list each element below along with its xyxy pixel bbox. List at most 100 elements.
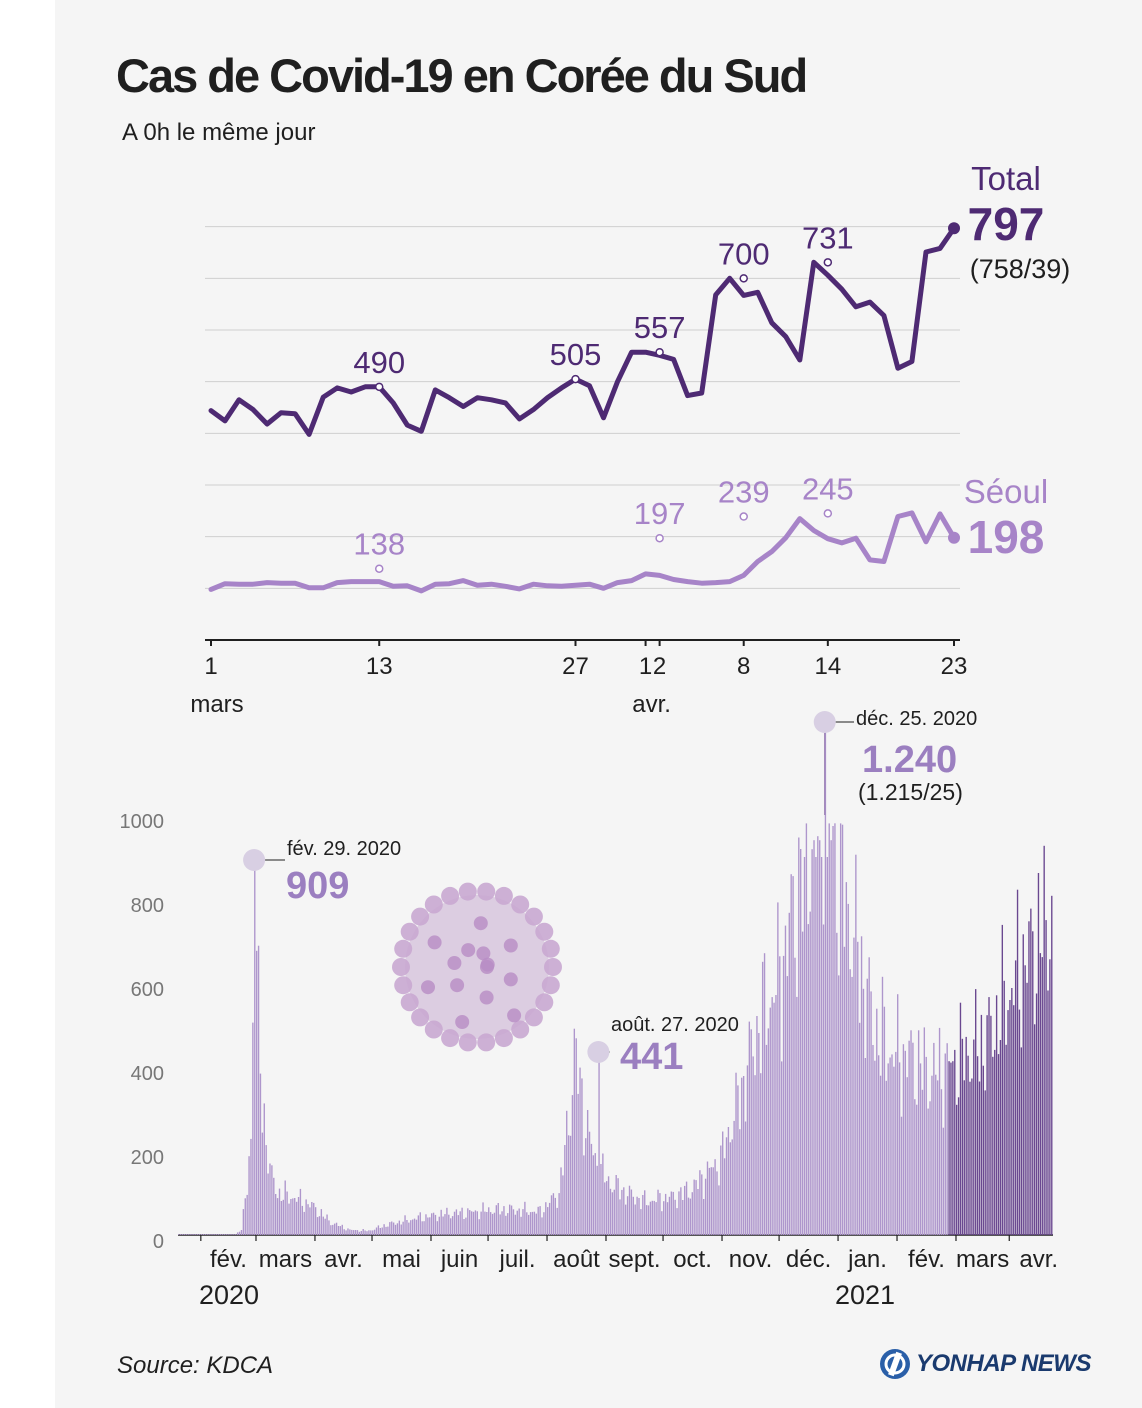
x-month-label: avr. [632,691,671,718]
daily-case-bar [817,836,819,1235]
daily-case-bar [613,1189,615,1235]
daily-case-bar [712,1167,714,1235]
daily-case-bar [813,840,815,1235]
bar-month-label: juin [440,1246,478,1273]
daily-case-bar [185,1234,187,1235]
y-tick-label: 600 [131,979,164,1001]
daily-case-bar [659,1193,661,1235]
daily-case-bar [229,1234,231,1235]
daily-case-bar [411,1219,414,1235]
daily-case-bar [385,1226,387,1235]
daily-case-bar [653,1200,655,1235]
daily-case-bar [1020,1047,1023,1235]
virus-dot [503,938,518,953]
daily-case-bar [973,1039,975,1235]
bar-month-label: mars [259,1246,312,1273]
daily-case-bar [760,1073,762,1235]
daily-case-bar [737,1085,739,1235]
daily-case-bar [691,1192,693,1235]
daily-case-bar [255,950,258,1235]
virus-dot [480,957,495,972]
daily-case-bar [465,1217,467,1235]
daily-case-bar [366,1231,368,1235]
seoul-label-point [739,512,748,521]
daily-case-bar [548,1202,551,1235]
daily-case-bar [843,946,846,1235]
x-tick-label: 2 [653,653,666,680]
virus-dot [455,1015,470,1029]
bar-month-label: avr. [324,1246,363,1273]
daily-case-bar [1007,1010,1009,1235]
daily-case-bar [839,823,842,1235]
daily-case-bar [598,1049,600,1235]
daily-case-bar [853,937,855,1235]
daily-case-bar [857,941,859,1235]
daily-case-bar [938,1027,941,1235]
daily-case-bar [933,1042,935,1235]
daily-case-bar [651,1200,654,1235]
virus-spike [524,1008,543,1027]
daily-case-bar [946,1043,948,1235]
daily-case-bar [676,1208,678,1235]
daily-case-bar [1035,993,1038,1235]
daily-case-bar [982,1065,984,1235]
daily-case-bar [784,925,787,1235]
daily-case-bar [183,1234,186,1235]
daily-case-bar [254,853,256,1235]
total-label-point [374,382,384,392]
y-tick-label: 400 [131,1063,164,1085]
daily-case-bar [381,1227,383,1235]
daily-case-bar [550,1195,553,1235]
daily-case-bar [364,1230,366,1235]
daily-case-bar [457,1215,459,1235]
virus-spike [441,1029,460,1048]
daily-case-bar [862,988,865,1235]
daily-case-bar [782,955,785,1235]
daily-case-bar [1018,1009,1021,1235]
daily-case-bar [202,1234,205,1235]
daily-case-bar [647,1205,650,1235]
daily-case-bar [609,1188,612,1235]
daily-case-bar [746,1065,749,1235]
yonhap-logo-text: YONHAP NEWS [916,1350,1091,1377]
daily-case-bar [885,1080,887,1235]
daily-case-bar [309,1207,311,1235]
virus-spike [392,958,410,976]
bar-month-label: mars [956,1246,1009,1273]
daily-case-bar [484,1211,486,1235]
seoul-label-point [655,533,664,543]
daily-case-bar [908,1040,910,1235]
daily-case-bar [569,1135,572,1235]
daily-case-bar [685,1181,688,1235]
total-end-name: Total [971,160,1041,197]
daily-case-bar [634,1204,636,1235]
daily-case-bar [773,1002,775,1235]
daily-case-bar [955,1104,958,1235]
daily-case-bar [442,1216,444,1235]
daily-case-bar [505,1215,507,1235]
daily-case-bar [986,1015,988,1235]
daily-case-bar [912,1042,914,1235]
daily-case-bar [326,1214,328,1235]
daily-case-bar [855,854,857,1235]
daily-case-bar [503,1206,505,1235]
daily-case-bar [335,1222,338,1235]
annotation-value: 441 [620,1036,683,1078]
daily-case-bar [436,1221,439,1235]
daily-case-bar [834,823,836,1235]
bar-month-label: août [553,1246,600,1273]
total-value-label: 731 [802,220,854,255]
page-subtitle: A 0h le même jour [122,119,316,146]
virus-spike [535,993,554,1012]
total-label-point [655,347,664,357]
bar-month-label: jan. [847,1246,887,1273]
daily-case-bar [935,1074,937,1235]
daily-case-bar [421,1221,423,1235]
daily-case-bar [438,1216,440,1235]
daily-case-bar [927,1108,929,1235]
daily-case-bar [860,936,863,1235]
virus-dot [421,980,435,995]
bar-year-label: 2020 [199,1280,259,1310]
virus-spike [477,1033,496,1052]
daily-case-bar [440,1209,442,1235]
